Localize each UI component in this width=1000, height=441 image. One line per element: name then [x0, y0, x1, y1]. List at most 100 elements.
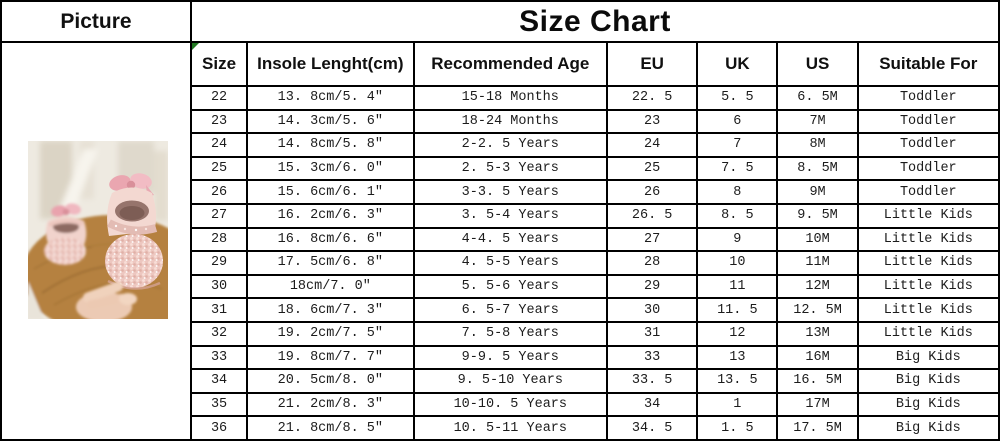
green-corner-marker — [192, 43, 199, 50]
table-cell: 3. 5-4 Years — [414, 205, 607, 227]
table-cell: 4. 5-5 Years — [414, 252, 607, 274]
table-cell: 21. 8cm/8. 5″ — [248, 417, 413, 439]
table-cell: 1 — [698, 393, 777, 416]
table-cell: 14. 8cm/5. 8″ — [248, 134, 413, 156]
table-cell: 17. 5cm/6. 8″ — [248, 252, 413, 274]
table-cell: Little Kids — [858, 299, 998, 321]
left-shoe — [44, 203, 87, 265]
table-cell: 22 — [192, 87, 247, 109]
table-cell: 16. 2cm/6. 3″ — [248, 205, 413, 227]
column-header-insole-length: Insole Lenght(cm) — [248, 43, 413, 85]
table-cell: 31 — [608, 323, 697, 345]
table-cell: 11 — [698, 275, 777, 298]
photo-area — [2, 43, 190, 439]
column-header-eu: EU — [608, 43, 697, 85]
table-cell: 34 — [192, 370, 247, 392]
table-cell: 15-18 Months — [414, 87, 607, 109]
table-cell: 15. 6cm/6. 1″ — [248, 181, 413, 203]
table-cell: 5. 5-6 Years — [414, 275, 607, 298]
right-shoe — [105, 173, 163, 290]
table-cell: 16. 5M — [778, 370, 857, 392]
table-cell: 35 — [192, 393, 247, 416]
table-cell: 24 — [192, 134, 247, 156]
table-cell: 12M — [778, 275, 857, 298]
table-cell: 7M — [778, 110, 857, 133]
table-cell: 8. 5M — [778, 157, 857, 180]
table-cell: 25 — [192, 157, 247, 180]
table-cell: 25 — [608, 157, 697, 180]
column-header-size: Size — [192, 43, 247, 85]
table-cell: 28 — [608, 252, 697, 274]
table-cell: 9-9. 5 Years — [414, 346, 607, 369]
table-cell: Big Kids — [858, 393, 998, 416]
table-cell: Toddler — [858, 157, 998, 180]
table-cell: 17. 5M — [778, 417, 857, 439]
table-cell: Toddler — [858, 181, 998, 203]
column-header-suitable-for: Suitable For — [858, 43, 998, 85]
table-cell: Big Kids — [858, 346, 998, 369]
table-cell: Toddler — [858, 110, 998, 133]
table-cell: 31 — [192, 299, 247, 321]
table-cell: 6 — [698, 110, 777, 133]
table-cell: 26 — [608, 181, 697, 203]
table-cell: 12 — [698, 323, 777, 345]
table-cell: 32 — [192, 323, 247, 345]
column-header-uk: UK — [698, 43, 777, 85]
table-cell: 23 — [608, 110, 697, 133]
table-cell: Little Kids — [858, 323, 998, 345]
table-cell: 11. 5 — [698, 299, 777, 321]
table-cell: 23 — [192, 110, 247, 133]
table-cell: 8 — [698, 181, 777, 203]
table-cell: 7. 5-8 Years — [414, 323, 607, 345]
chart-title-row: Size Chart — [192, 2, 998, 43]
table-cell: 7. 5 — [698, 157, 777, 180]
table-cell: 10. 5-11 Years — [414, 417, 607, 439]
table-cell: 8M — [778, 134, 857, 156]
column-header-us: US — [778, 43, 857, 85]
table-cell: 12. 5M — [778, 299, 857, 321]
table-cell: 10 — [698, 252, 777, 274]
table-cell: 19. 2cm/7. 5″ — [248, 323, 413, 345]
table-cell: 30 — [608, 299, 697, 321]
table-cell: 10M — [778, 228, 857, 251]
table-cell: Big Kids — [858, 417, 998, 439]
table-cell: 33 — [192, 346, 247, 369]
table-cell: 8. 5 — [698, 205, 777, 227]
table-cell: 13M — [778, 323, 857, 345]
chart-panel: Size Chart Size Insole Lenght(cm) Recomm… — [192, 2, 998, 439]
table-cell: 20. 5cm/8. 0″ — [248, 370, 413, 392]
table-cell: 16. 8cm/6. 6″ — [248, 228, 413, 251]
table-cell: 14. 3cm/5. 6″ — [248, 110, 413, 133]
table-cell: 2-2. 5 Years — [414, 134, 607, 156]
table-cell: Little Kids — [858, 205, 998, 227]
table-cell: 26 — [192, 181, 247, 203]
table-cell: 27 — [608, 228, 697, 251]
table-cell: 13 — [698, 346, 777, 369]
size-table: Size Insole Lenght(cm) Recommended Age E… — [192, 43, 998, 439]
table-cell: 9M — [778, 181, 857, 203]
table-cell: 18. 6cm/7. 3″ — [248, 299, 413, 321]
table-cell: Little Kids — [858, 228, 998, 251]
table-cell: 18-24 Months — [414, 110, 607, 133]
table-cell: 30 — [192, 275, 247, 298]
table-cell: 34 — [608, 393, 697, 416]
picture-panel: Picture — [2, 2, 192, 439]
table-cell: 33. 5 — [608, 370, 697, 392]
table-cell: 17M — [778, 393, 857, 416]
table-cell: 1. 5 — [698, 417, 777, 439]
table-cell: 13. 5 — [698, 370, 777, 392]
column-header-recommended-age: Recommended Age — [414, 43, 607, 85]
table-cell: 21. 2cm/8. 3″ — [248, 393, 413, 416]
table-cell: 6. 5-7 Years — [414, 299, 607, 321]
table-cell: 28 — [192, 228, 247, 251]
table-cell: 11M — [778, 252, 857, 274]
picture-panel-header: Picture — [2, 2, 190, 43]
table-cell: 26. 5 — [608, 205, 697, 227]
table-cell: 13. 8cm/5. 4″ — [248, 87, 413, 109]
table-cell: 29 — [608, 275, 697, 298]
table-cell: 5. 5 — [698, 87, 777, 109]
table-cell: 6. 5M — [778, 87, 857, 109]
table-cell: 16M — [778, 346, 857, 369]
product-photo — [28, 141, 168, 319]
